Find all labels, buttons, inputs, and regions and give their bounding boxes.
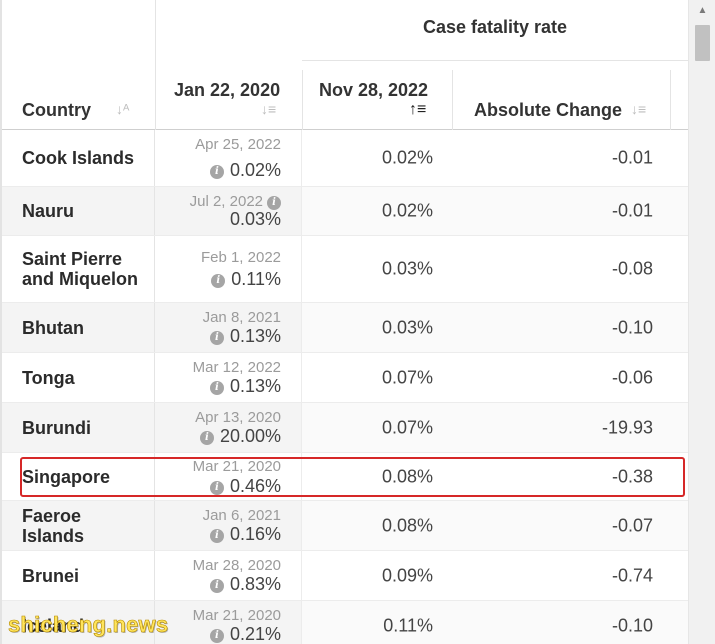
country-name: Bhutan xyxy=(22,317,84,338)
group-header-rule xyxy=(302,60,688,61)
info-icon[interactable]: i xyxy=(209,529,224,543)
first-date: Mar 21, 2020 xyxy=(192,458,281,475)
country-name: Singapore xyxy=(22,466,111,487)
country-name: Tonga xyxy=(22,367,75,388)
absolute-change-value: -0.10 xyxy=(611,615,653,635)
info-icon[interactable]: i xyxy=(211,274,226,288)
info-icon[interactable]: i xyxy=(209,481,224,495)
table-row[interactable]: Brunei Mar 28, 2020 i 0.83% 0.09% -0.74 xyxy=(2,551,688,601)
first-date: Mar 28, 2020 xyxy=(192,557,281,574)
absolute-change-value: -19.93 xyxy=(601,417,653,437)
scroll-up-arrow-icon[interactable]: ▲ xyxy=(697,5,708,16)
sort-desc-icon[interactable]: ↓≡ xyxy=(631,101,647,117)
absolute-change-value: -0.07 xyxy=(611,515,653,535)
header-divider xyxy=(155,0,156,130)
column-header-jan-22-2020[interactable]: Jan 22, 2020 xyxy=(174,80,281,100)
info-icon[interactable]: i xyxy=(209,165,224,179)
country-name: Cook Islands xyxy=(22,148,135,168)
nov-value: 0.11% xyxy=(383,615,433,635)
table-row[interactable]: Burundi Apr 13, 2020 i 20.00% 0.07% -19.9… xyxy=(2,403,688,453)
country-name: Iceland xyxy=(22,615,85,636)
scrollbar-thumb[interactable] xyxy=(695,25,710,61)
absolute-change-value: -0.74 xyxy=(611,565,653,585)
header-divider xyxy=(302,70,303,130)
table-row[interactable]: Tonga Mar 12, 2022 i 0.13% 0.07% -0.06 xyxy=(2,353,688,403)
nov-value: 0.09% xyxy=(381,565,433,585)
nov-value: 0.08% xyxy=(381,466,433,486)
table-row[interactable]: Nauru Jul 2, 2022 i 0.03% 0.02% -0.01 xyxy=(2,187,688,236)
table-header: Case fatality rate Country ↓ᴬ Jan 22, 20… xyxy=(2,0,688,130)
first-date: Apr 25, 2022 xyxy=(195,136,281,153)
first-date: Jan 8, 2021 xyxy=(202,309,281,326)
country-name: Faeroe Islands xyxy=(22,505,85,546)
jan-value: 0.21% xyxy=(229,624,281,644)
country-name: Nauru xyxy=(22,201,75,221)
absolute-change-value: -0.01 xyxy=(611,200,653,221)
table-row[interactable]: Iceland Mar 21, 2020 i 0.21% 0.11% -0.10 xyxy=(2,601,688,644)
table-row[interactable]: Faeroe Islands Jan 6, 2021 i 0.16% 0.08% … xyxy=(2,501,688,551)
absolute-change-value: -0.06 xyxy=(611,367,653,387)
table-row[interactable]: Bhutan Jan 8, 2021 i 0.13% 0.03% -0.10 xyxy=(2,303,688,353)
data-table: Case fatality rate Country ↓ᴬ Jan 22, 20… xyxy=(2,0,688,644)
column-header-nov-28-2022[interactable]: Nov 28, 2022 xyxy=(319,80,429,100)
first-date: Mar 21, 2020 xyxy=(192,607,281,624)
absolute-change-value: -0.38 xyxy=(611,466,653,486)
table-row[interactable]: Cook Islands Apr 25, 2022 i 0.02% 0.02% -… xyxy=(2,130,688,187)
group-header-case-fatality-rate: Case fatality rate xyxy=(422,17,568,37)
info-icon[interactable]: i xyxy=(267,196,281,210)
first-date: Jan 6, 2021 xyxy=(202,507,281,524)
header-divider xyxy=(452,70,453,130)
nov-value: 0.02% xyxy=(381,147,433,168)
first-date: Mar 12, 2022 xyxy=(192,359,281,376)
jan-value: 0.13% xyxy=(229,376,281,396)
nov-value: 0.02% xyxy=(381,200,433,221)
jan-value: 0.03% xyxy=(229,209,281,229)
absolute-change-value: -0.10 xyxy=(611,317,653,337)
jan-value: 0.11% xyxy=(231,269,281,289)
sort-asc-active-icon[interactable]: ↑≡ xyxy=(409,101,427,118)
table-row-singapore[interactable]: Singapore Mar 21, 2020 i 0.46% 0.08% -0.3… xyxy=(2,453,688,501)
first-date: Jul 2, 2022 xyxy=(189,193,263,210)
info-icon[interactable]: i xyxy=(209,331,224,345)
sort-desc-icon[interactable]: ↓≡ xyxy=(261,101,277,117)
nov-value: 0.03% xyxy=(381,258,433,279)
jan-value: 0.16% xyxy=(229,524,281,544)
nov-value: 0.08% xyxy=(381,515,433,535)
nov-value: 0.07% xyxy=(381,417,433,437)
vertical-scrollbar[interactable]: ▲ xyxy=(688,0,715,644)
info-icon[interactable]: i xyxy=(209,629,224,643)
info-icon[interactable]: i xyxy=(199,431,214,445)
first-date: Apr 13, 2020 xyxy=(195,409,281,426)
nov-value: 0.03% xyxy=(381,317,433,337)
absolute-change-value: -0.08 xyxy=(611,258,653,279)
jan-value: 0.13% xyxy=(229,326,281,346)
jan-value: 0.46% xyxy=(229,476,281,496)
absolute-change-value: -0.01 xyxy=(611,147,653,168)
info-icon[interactable]: i xyxy=(209,579,224,593)
sort-alpha-icon[interactable]: ↓ᴬ xyxy=(116,101,130,117)
column-header-country[interactable]: Country xyxy=(22,100,91,120)
info-icon[interactable]: i xyxy=(209,381,224,395)
jan-value: 20.00% xyxy=(219,426,281,446)
jan-value: 0.83% xyxy=(229,574,281,594)
first-date: Feb 1, 2022 xyxy=(200,249,281,266)
nov-value: 0.07% xyxy=(381,367,433,387)
country-name: Burundi xyxy=(22,417,91,438)
country-name: Brunei xyxy=(22,565,80,586)
column-header-absolute-change[interactable]: Absolute Change xyxy=(474,100,623,120)
watermark: shicheng.news xyxy=(8,612,169,638)
jan-value: 0.02% xyxy=(229,160,281,180)
country-name: Saint Pierre and Miquelon xyxy=(22,249,138,289)
header-divider xyxy=(670,70,671,130)
